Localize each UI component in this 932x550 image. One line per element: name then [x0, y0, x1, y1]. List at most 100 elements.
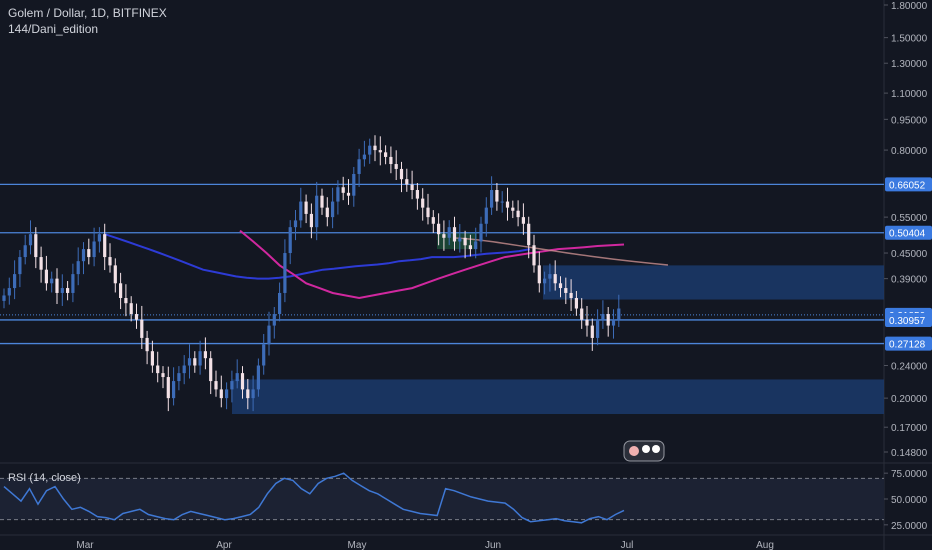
time-tick-label: Apr	[216, 540, 232, 550]
candle-body	[156, 365, 160, 374]
price-label: 0.50404	[889, 229, 926, 240]
candle-body	[378, 150, 382, 153]
price-tick-label: 0.39000	[891, 275, 928, 286]
candle-body	[341, 187, 345, 193]
candle-body	[97, 234, 101, 242]
time-tick-label: Jun	[485, 540, 501, 550]
candle-body	[113, 265, 117, 284]
rsi-title: RSI (14, close)	[8, 472, 81, 484]
candle-body	[161, 373, 165, 378]
chart-subtitle: 144/Dani_edition	[8, 22, 99, 36]
candle-body	[145, 337, 149, 352]
price-tick-label: 1.50000	[891, 34, 928, 45]
candle-body	[187, 358, 192, 366]
candle-body	[256, 365, 260, 390]
candle-body	[527, 223, 531, 246]
candle-body	[442, 234, 446, 238]
rsi-tick-label: 25.0000	[891, 521, 928, 532]
candle-body	[617, 308, 621, 320]
price-zones	[232, 232, 884, 415]
rsi-tick-label: 50.0000	[891, 495, 928, 506]
candle-body	[580, 308, 584, 320]
price-label: 0.66052	[889, 180, 926, 191]
candle-body	[230, 381, 234, 390]
candle-body	[251, 389, 255, 399]
time-tick-label: Jul	[621, 540, 634, 550]
price-tick-label: 0.24000	[891, 362, 928, 373]
time-tick-label: Aug	[756, 540, 774, 550]
candle-body	[225, 389, 229, 399]
candle-body	[172, 381, 176, 399]
candle-body	[198, 351, 202, 366]
price-tick-label: 1.10000	[891, 89, 928, 100]
candle-body	[278, 292, 282, 315]
candle-body	[124, 298, 128, 304]
candle-body	[103, 234, 107, 258]
chart-title: Golem / Dollar, 1D, BITFINEX	[8, 6, 167, 20]
candle-body	[320, 195, 324, 208]
candle-body	[373, 145, 377, 151]
candle-body	[352, 173, 356, 196]
upper-supply-zone	[543, 265, 884, 300]
candle-body	[410, 184, 414, 191]
price-label-box	[885, 225, 932, 240]
candle-body	[426, 207, 430, 218]
candle-body	[166, 377, 170, 399]
candle-body	[421, 198, 425, 208]
candle-body	[66, 288, 70, 293]
widget-flag-icon	[629, 446, 639, 456]
candle-body	[267, 325, 271, 345]
candle-body	[474, 241, 478, 250]
candle-body	[262, 344, 266, 366]
candle-body	[468, 245, 472, 250]
price-tick-label: 0.80000	[891, 146, 928, 157]
candle-body	[543, 278, 547, 284]
candle-body	[134, 314, 139, 320]
candle-body	[304, 201, 308, 214]
candle-body	[283, 253, 287, 293]
candle-body	[18, 257, 22, 275]
candle-body	[108, 257, 112, 266]
candle-body	[500, 201, 504, 203]
candle-body	[558, 283, 563, 289]
candle-body	[272, 314, 276, 326]
candle-body	[368, 145, 372, 155]
rsi-tick-label: 75.0000	[891, 469, 928, 480]
time-axis[interactable]: Mar Apr May Jun Jul Aug	[76, 540, 774, 550]
candle-body	[7, 288, 11, 296]
rsi-line	[3, 472, 625, 524]
price-tick-label: 0.45000	[891, 249, 928, 260]
candle-body	[532, 245, 536, 266]
candle-body	[177, 373, 181, 382]
price-label-box	[885, 312, 932, 327]
candle-body	[405, 179, 409, 185]
price-label: 0.30957	[889, 316, 926, 327]
candle-body	[214, 381, 218, 390]
candle-body	[479, 223, 483, 242]
candle-body	[2, 295, 6, 301]
moving-averages	[104, 229, 669, 300]
drawing-widget[interactable]	[623, 440, 665, 462]
lower-demand-zone	[232, 379, 884, 415]
price-tick-label: 1.30000	[891, 59, 928, 70]
candle-body	[495, 190, 499, 202]
time-tick-label: May	[348, 540, 367, 550]
time-tick-label: Mar	[76, 540, 94, 550]
candle-body	[55, 278, 59, 293]
candle-body	[71, 274, 75, 293]
candle-body	[23, 245, 27, 258]
candle-body	[447, 227, 451, 238]
candle-body	[293, 220, 298, 228]
ma-tan-line	[454, 237, 669, 266]
widget-dot-icon	[642, 445, 650, 453]
candle-body	[564, 288, 568, 293]
candle-body	[521, 217, 525, 224]
candle-body	[325, 207, 329, 218]
candle-body	[596, 319, 600, 338]
candle-body	[44, 269, 48, 284]
candle-body	[505, 201, 510, 208]
price-axis[interactable]: 1.80000 1.50000 1.30000 1.10000 0.95000 0.800…	[884, 1, 932, 532]
price-tick-label: 1.80000	[891, 1, 928, 12]
price-tick-label: 0.20000	[891, 394, 928, 405]
